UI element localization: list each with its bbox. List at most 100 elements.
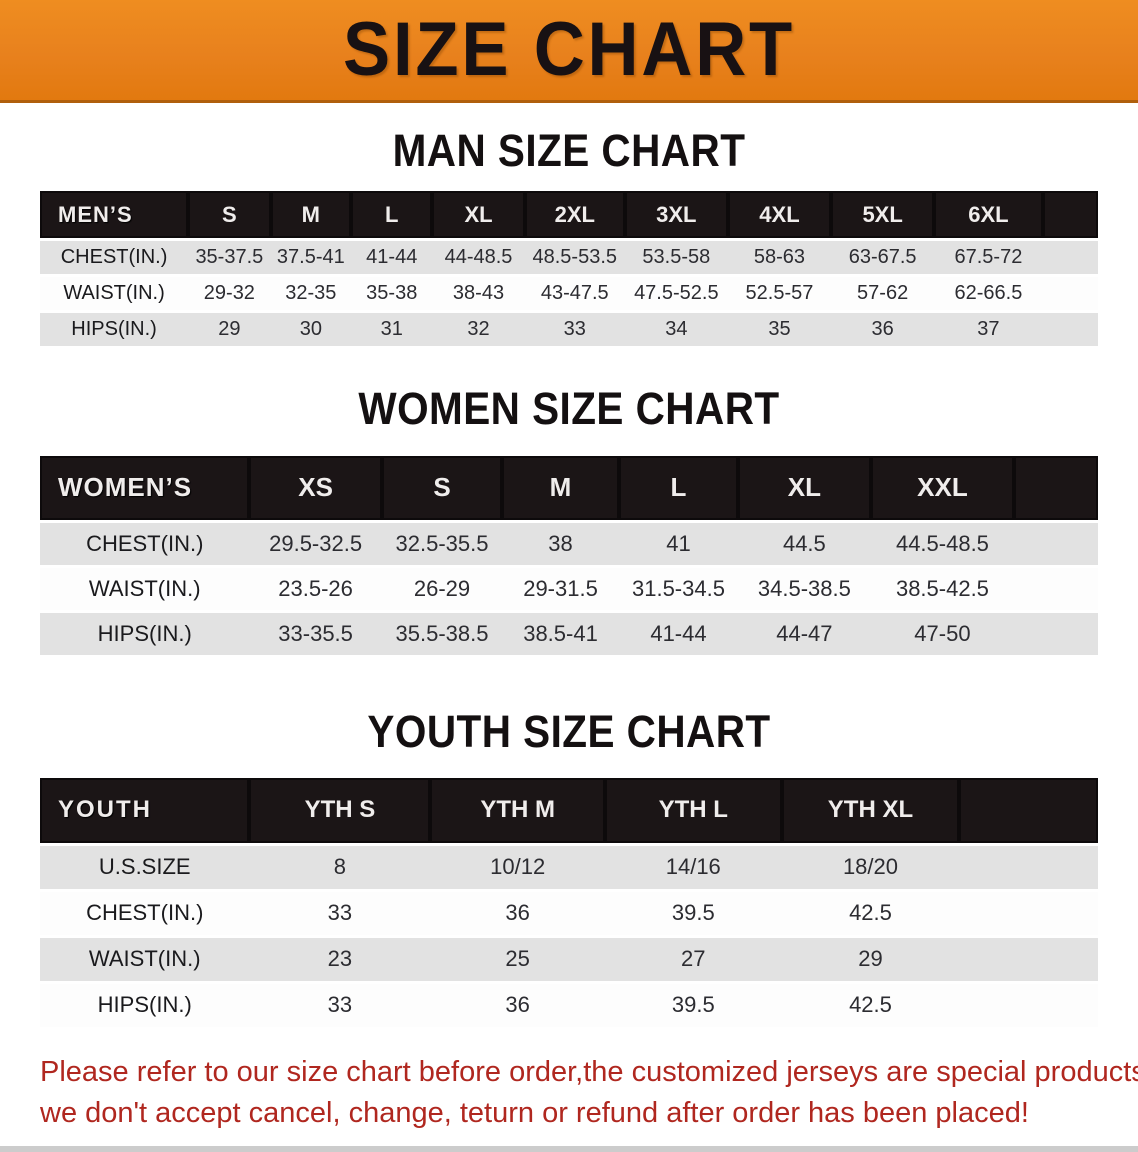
table-cell: 36 — [505, 900, 530, 926]
youth-section-heading: YOUTH SIZE CHART — [367, 705, 771, 757]
women-waist-row: WAIST(IN.) 23.5-26 26-29 29-31.5 31.5-34… — [40, 567, 1098, 610]
row-label: WAIST(IN.) — [63, 282, 165, 305]
table-cell: 58-63 — [753, 246, 806, 269]
table-cell: 44.5-48.5 — [895, 530, 989, 556]
youth-col-l: YTH L — [604, 777, 782, 843]
table-cell: 67.5-72 — [954, 246, 1023, 269]
table-cell: 48.5-53.5 — [532, 246, 618, 269]
table-cell: 39.5 — [671, 900, 715, 926]
table-cell: 29.5-32.5 — [269, 530, 363, 556]
men-col-6xl: 6XL — [933, 191, 1043, 239]
table-cell: 23.5-26 — [278, 575, 353, 601]
table-cell: 33 — [327, 992, 353, 1018]
spacer-cell — [1014, 523, 1098, 565]
table-cell: 10/12 — [490, 854, 546, 880]
table-cell: 33 — [563, 318, 586, 341]
table-cell: 62-66.5 — [954, 282, 1023, 305]
men-col-2xl: 2XL — [524, 191, 626, 239]
row-label: CHEST(IN.) — [86, 530, 204, 556]
table-cell: 18/20 — [842, 854, 898, 880]
men-col-4xl: 4XL — [727, 191, 832, 239]
table-cell: 42.5 — [849, 992, 892, 1018]
table-cell: 44-48.5 — [444, 246, 513, 269]
women-col-l: L — [618, 455, 739, 520]
women-heading-wrap: WOMEN SIZE CHART — [0, 385, 1138, 433]
men-header-row: MEN’S S M L XL 2XL 3XL 4XL 5XL 6XL — [40, 191, 1098, 239]
youth-table-title: YOUTH — [40, 777, 250, 843]
women-header-row: WOMEN’S XS S M L XL XXL — [40, 455, 1098, 520]
row-label: HIPS(IN.) — [97, 992, 192, 1018]
women-col-m: M — [502, 455, 619, 520]
bottom-divider — [0, 1145, 1138, 1152]
men-section-heading: MAN SIZE CHART — [392, 125, 746, 176]
spacer-cell — [1043, 241, 1098, 274]
women-hips-row: HIPS(IN.) 33-35.5 35.5-38.5 38.5-41 41-4… — [40, 612, 1098, 655]
table-cell: 35-38 — [366, 282, 418, 305]
row-label: HIPS(IN.) — [71, 318, 157, 341]
table-cell: 26-29 — [413, 575, 471, 601]
men-col-s: S — [188, 191, 271, 239]
spacer-cell — [1014, 455, 1098, 520]
table-cell: 44.5 — [782, 530, 826, 556]
youth-col-m: YTH M — [430, 777, 605, 843]
youth-heading-wrap: YOUTH SIZE CHART — [0, 705, 1138, 757]
table-cell: 32 — [467, 318, 490, 341]
youth-col-s: YTH S — [249, 777, 431, 843]
table-cell: 35-37.5 — [195, 246, 264, 269]
table-cell: 25 — [505, 946, 530, 972]
table-cell: 32-35 — [285, 282, 337, 305]
table-cell: 57-62 — [857, 282, 909, 305]
men-col-5xl: 5XL — [831, 191, 934, 239]
order-disclaimer: Please refer to our size chart before or… — [40, 1052, 1138, 1134]
women-col-xs: XS — [249, 455, 382, 520]
size-chart-banner: SIZE CHART — [0, 0, 1138, 103]
men-hips-row: HIPS(IN.) 29 30 31 32 33 34 35 36 37 — [40, 313, 1098, 347]
section-men: MAN SIZE CHART MEN’S S M L XL 2XL 3XL 4X… — [0, 127, 1138, 349]
table-cell: 44-47 — [776, 620, 833, 646]
row-label: CHEST(IN.) — [60, 246, 168, 269]
banner-title: SIZE CHART — [343, 7, 795, 92]
table-cell: 38.5-42.5 — [895, 575, 989, 601]
table-cell: 8 — [333, 854, 347, 880]
women-col-s: S — [381, 455, 503, 520]
spacer-cell — [959, 892, 1098, 935]
women-col-xxl: XXL — [870, 455, 1015, 520]
men-heading-wrap: MAN SIZE CHART — [0, 125, 1138, 176]
table-cell: 37.5-41 — [276, 246, 345, 269]
spacer-cell — [1043, 313, 1098, 346]
table-cell: 32.5-35.5 — [395, 530, 489, 556]
table-cell: 34.5-38.5 — [757, 575, 851, 601]
table-cell: 63-67.5 — [848, 246, 917, 269]
youth-hips-row: HIPS(IN.) 33 36 39.5 42.5 — [40, 983, 1098, 1027]
spacer-cell — [1014, 568, 1098, 610]
men-col-m: M — [270, 191, 352, 239]
youth-size-table: YOUTH YTH S YTH M YTH L YTH XL U.S.SIZE … — [40, 775, 1098, 1030]
table-cell: 23 — [327, 946, 353, 972]
youth-header-row: YOUTH YTH S YTH M YTH L YTH XL — [40, 777, 1098, 843]
table-cell: 36 — [505, 992, 530, 1018]
spacer-cell — [959, 846, 1098, 889]
men-waist-row: WAIST(IN.) 29-32 32-35 35-38 38-43 43-47… — [40, 277, 1098, 311]
table-cell: 38.5-41 — [523, 620, 598, 646]
spacer-cell — [959, 984, 1098, 1027]
row-label: U.S.SIZE — [98, 854, 191, 880]
spacer-cell — [1043, 277, 1098, 310]
youth-waist-row: WAIST(IN.) 23 25 27 29 — [40, 937, 1098, 981]
row-label: CHEST(IN.) — [86, 900, 204, 926]
row-label: HIPS(IN.) — [97, 620, 192, 646]
men-col-xl: XL — [432, 191, 525, 239]
table-cell: 35 — [768, 318, 791, 341]
table-cell: 41-44 — [366, 246, 418, 269]
table-cell: 47-50 — [914, 620, 971, 646]
table-cell: 42.5 — [849, 900, 892, 926]
table-cell: 52.5-57 — [745, 282, 814, 305]
table-cell: 33 — [327, 900, 353, 926]
table-cell: 29-31.5 — [523, 575, 598, 601]
table-cell: 39.5 — [671, 992, 715, 1018]
men-col-l: L — [351, 191, 433, 239]
table-cell: 31 — [380, 318, 403, 341]
table-cell: 38-43 — [452, 282, 505, 305]
men-size-table: MEN’S S M L XL 2XL 3XL 4XL 5XL 6XL CHEST… — [40, 188, 1098, 349]
section-women: WOMEN SIZE CHART WOMEN’S XS S M L XL XXL… — [0, 385, 1138, 657]
women-table-title: WOMEN’S — [40, 455, 250, 520]
